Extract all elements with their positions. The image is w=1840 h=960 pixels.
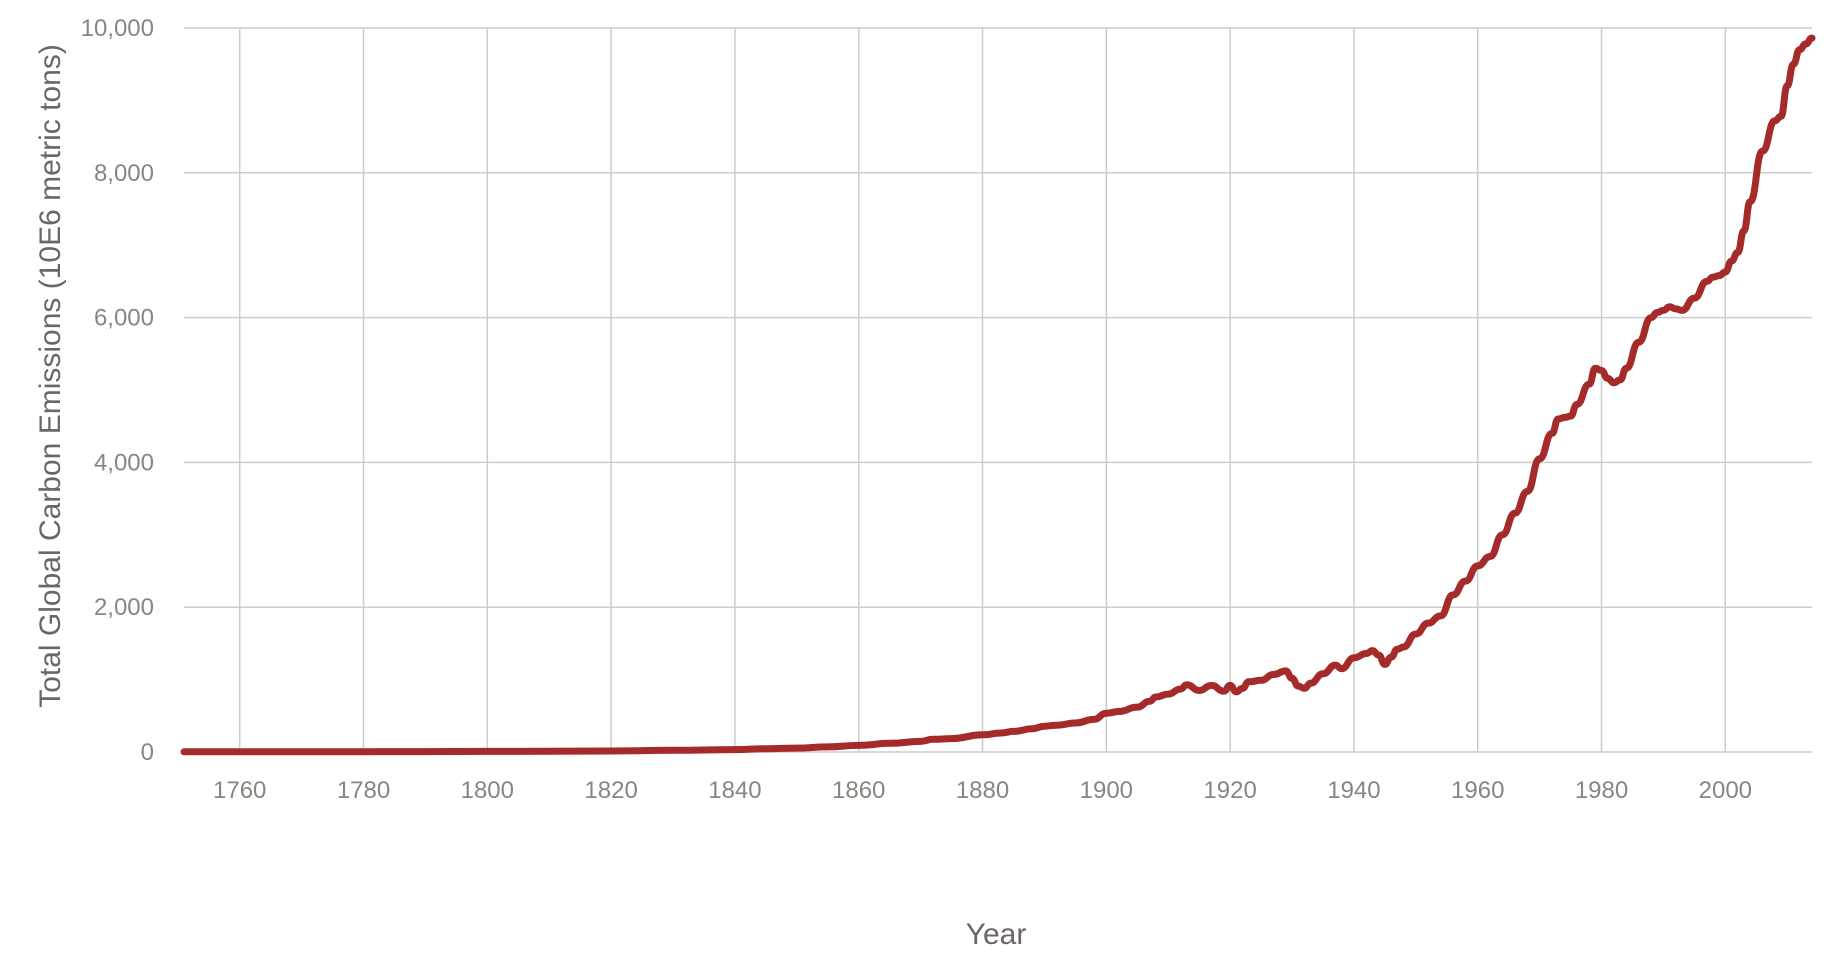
x-tick-label: 1840 <box>708 777 761 804</box>
y-tick-label: 10,000 <box>81 15 154 42</box>
x-tick-label: 1960 <box>1451 777 1504 804</box>
x-tick-label: 2000 <box>1699 777 1752 804</box>
grid-lines <box>184 27 1812 753</box>
x-tick-label: 1940 <box>1327 777 1380 804</box>
x-tick-label: 1880 <box>956 777 1009 804</box>
y-tick-label: 4,000 <box>94 449 154 476</box>
x-tick-label: 1780 <box>337 777 390 804</box>
x-tick-label: 1800 <box>461 777 514 804</box>
x-tick-label: 1760 <box>213 777 266 804</box>
x-tick-label: 1920 <box>1203 777 1256 804</box>
x-tick-label: 1980 <box>1575 777 1628 804</box>
y-tick-label: 0 <box>141 739 154 766</box>
y-tick-label: 2,000 <box>94 594 154 621</box>
y-tick-label: 8,000 <box>94 160 154 187</box>
y-axis-title: Total Global Carbon Emissions (10E6 metr… <box>34 44 67 708</box>
series-line <box>180 34 1816 756</box>
x-axis-ticks: 1760 1780 1800 1820 1840 1860 1880 1900 1920 1940… <box>213 777 1752 804</box>
x-tick-label: 1860 <box>832 777 885 804</box>
y-tick-label: 6,000 <box>94 305 154 332</box>
y-axis-ticks: 0 2,000 4,000 6,000 8,000 10,000 <box>81 15 154 766</box>
x-tick-label: 1900 <box>1080 777 1133 804</box>
x-tick-label: 1820 <box>584 777 637 804</box>
series-layer <box>180 34 1816 756</box>
x-axis-title: Year <box>966 918 1027 951</box>
